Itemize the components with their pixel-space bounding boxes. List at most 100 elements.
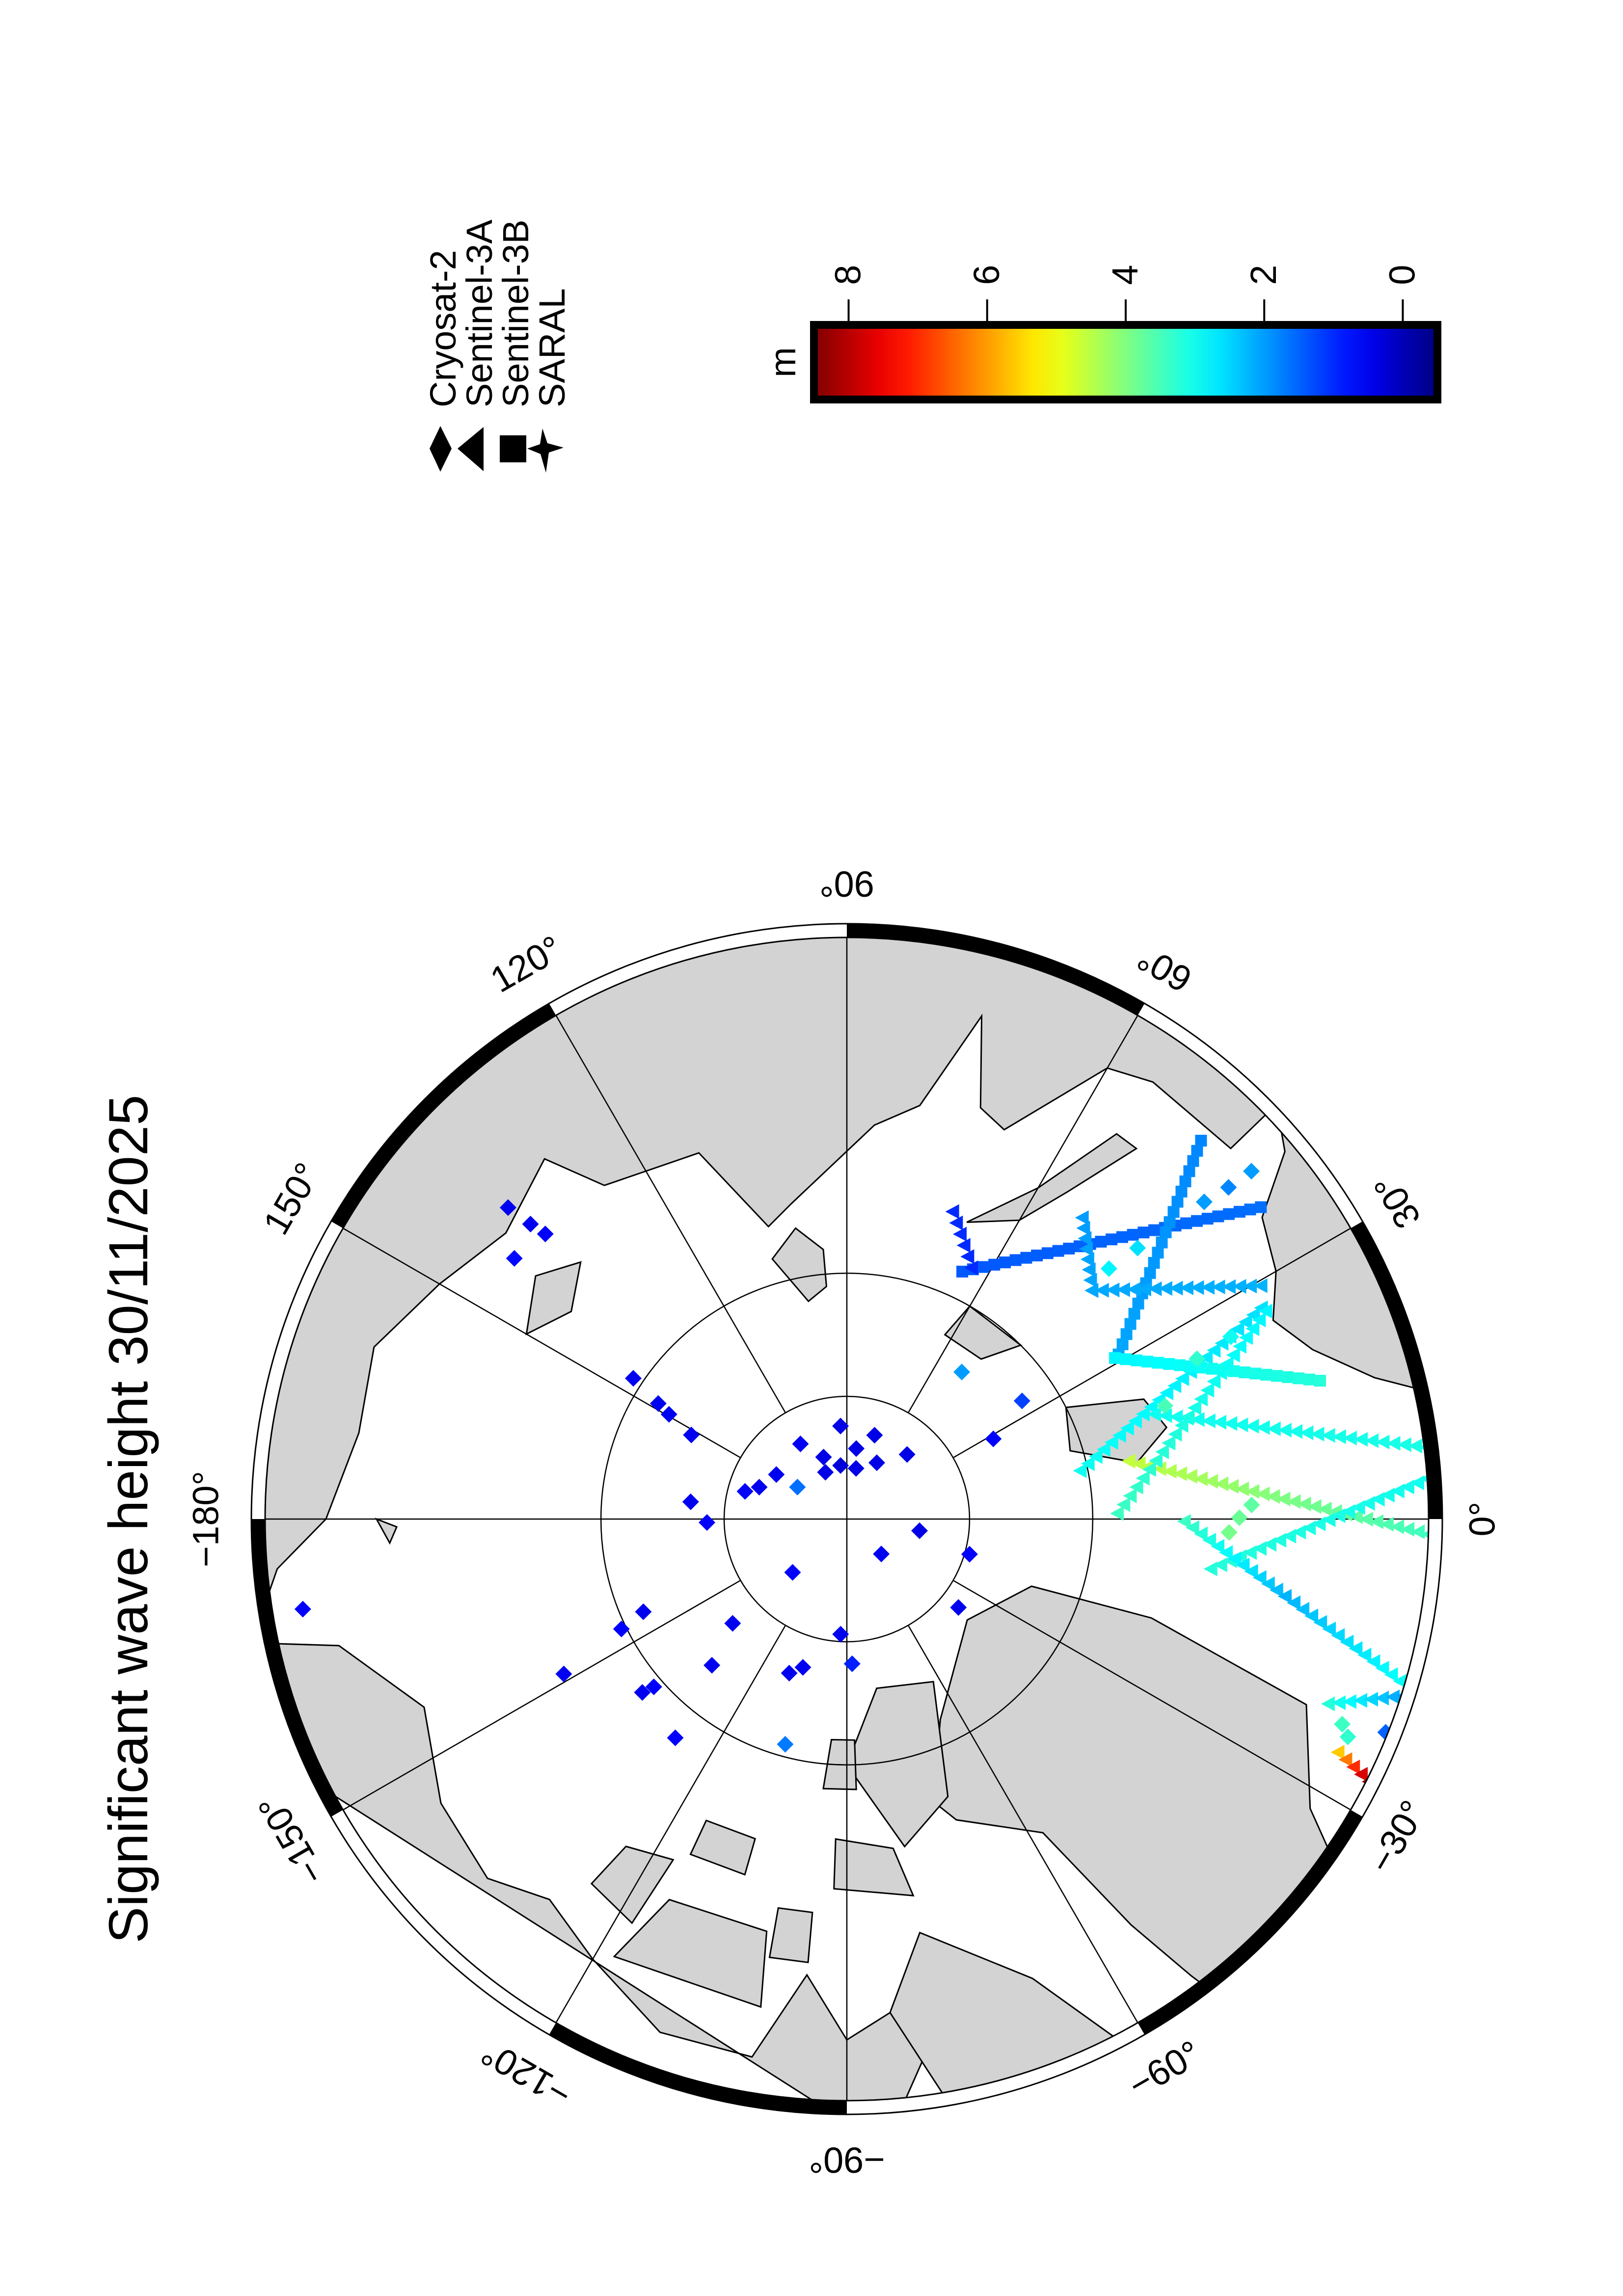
triangle-track-point bbox=[1174, 1418, 1189, 1433]
triangle-track-point bbox=[1380, 1488, 1395, 1503]
triangle-track-point bbox=[1142, 1462, 1156, 1477]
triangle-track-point bbox=[1193, 1526, 1208, 1542]
square-track-point bbox=[1120, 1353, 1132, 1365]
triangle-track-point bbox=[1289, 1424, 1303, 1439]
cryosat-point bbox=[1220, 1524, 1238, 1541]
cryosat-point bbox=[736, 1483, 754, 1500]
square-track-point bbox=[1148, 1256, 1160, 1269]
triangle-track-point bbox=[1331, 1508, 1346, 1523]
cryosat-point bbox=[506, 1250, 523, 1267]
triangle-track-point bbox=[1299, 1425, 1314, 1441]
triangle-track-point bbox=[1211, 1280, 1225, 1295]
triangle-track-point bbox=[1397, 1437, 1411, 1452]
square-track-point bbox=[1175, 1185, 1188, 1198]
triangle-track-point bbox=[1181, 1409, 1195, 1424]
triangle-track-point bbox=[1121, 1454, 1136, 1469]
triangle-track-point bbox=[1152, 1461, 1166, 1476]
cryosat-point bbox=[953, 1363, 971, 1381]
triangle-track-point bbox=[1369, 1514, 1383, 1529]
triangle-track-point bbox=[1321, 1696, 1335, 1711]
square-track-point bbox=[1128, 1308, 1140, 1320]
cryosat-point bbox=[777, 1735, 794, 1753]
cryosat-point bbox=[1231, 1509, 1248, 1526]
triangle-track-point bbox=[1338, 1752, 1352, 1767]
triangle-track-point bbox=[1225, 1479, 1239, 1494]
triangle-track-point bbox=[1390, 1519, 1405, 1534]
triangle-track-point bbox=[1354, 1767, 1368, 1782]
cryosat-point bbox=[645, 1678, 662, 1695]
legend-diamond-icon bbox=[430, 426, 452, 472]
meridian-label: 120° bbox=[484, 928, 569, 1000]
triangle-track-point bbox=[1393, 1674, 1407, 1689]
land-melville-island bbox=[689, 1819, 757, 1876]
triangle-track-point bbox=[956, 1238, 971, 1253]
cryosat-point bbox=[1339, 1728, 1356, 1745]
triangle-track-point bbox=[1160, 1385, 1174, 1400]
meridian-label: −90° bbox=[809, 2139, 885, 2180]
meridian-label: −30° bbox=[1360, 1793, 1434, 1880]
triangle-track-point bbox=[1390, 1483, 1405, 1498]
triangle-track-point bbox=[1252, 1312, 1266, 1328]
polar-map: 0° 30° 60° 90° 120° 150° −180° −150° −120° −90° −6… bbox=[186, 863, 1503, 2180]
triangle-track-point bbox=[1226, 1347, 1240, 1362]
triangle-track-point bbox=[1318, 1501, 1332, 1517]
triangle-track-point bbox=[1401, 1522, 1415, 1537]
meridian-label: −60° bbox=[1121, 2032, 1208, 2106]
square-track-point bbox=[1137, 1227, 1150, 1239]
meridian-label: −150° bbox=[250, 1788, 333, 1891]
square-track-point bbox=[1163, 1358, 1175, 1370]
triangle-track-point bbox=[1136, 1407, 1150, 1422]
square-track-point bbox=[1120, 1328, 1133, 1340]
triangle-track-point bbox=[949, 1215, 963, 1230]
meridian-line bbox=[952, 1228, 1351, 1459]
triangle-track-point bbox=[1410, 1475, 1424, 1491]
cryosat-point bbox=[1220, 1179, 1237, 1196]
frame-segment bbox=[846, 924, 1145, 1015]
meridian-line bbox=[343, 1228, 741, 1459]
triangle-track-point bbox=[1239, 1330, 1253, 1345]
meridian-line bbox=[343, 1579, 741, 1811]
colorbar-tick-label: 0 bbox=[1381, 265, 1422, 285]
cryosat-point bbox=[873, 1546, 890, 1563]
square-track-point bbox=[1223, 1208, 1235, 1220]
triangle-track-point bbox=[1384, 1667, 1398, 1682]
triangle-track-point bbox=[1310, 1426, 1325, 1442]
triangle-track-point bbox=[1173, 1466, 1187, 1481]
triangle-track-point bbox=[1359, 1512, 1373, 1527]
square-track-point bbox=[1255, 1201, 1267, 1213]
triangle-track-point bbox=[1193, 1471, 1208, 1487]
triangle-track-point bbox=[1081, 1456, 1095, 1471]
square-track-point bbox=[1031, 1250, 1043, 1262]
triangle-track-point bbox=[1082, 1262, 1096, 1278]
triangle-track-point bbox=[1167, 1378, 1182, 1393]
meridian-label: 0° bbox=[1462, 1502, 1503, 1537]
cryosat-point bbox=[961, 1546, 978, 1563]
triangle-track-point bbox=[1158, 1281, 1172, 1296]
square-track-point bbox=[1167, 1206, 1180, 1218]
triangle-track-point bbox=[1408, 1439, 1422, 1454]
cryosat-point bbox=[1243, 1496, 1260, 1514]
triangle-track-point bbox=[1235, 1481, 1249, 1496]
cryosat-point bbox=[768, 1466, 785, 1483]
triangle-track-point bbox=[1272, 1533, 1287, 1548]
square-track-point bbox=[1020, 1252, 1032, 1264]
land-ellesmere-island bbox=[846, 1681, 949, 1848]
legend-label-sentinel-3b: Sentinel-3B bbox=[495, 219, 536, 407]
triangle-track-point bbox=[1200, 1383, 1215, 1398]
triangle-track-point bbox=[1073, 1463, 1087, 1478]
triangle-track-point bbox=[1263, 1537, 1277, 1552]
frame-segment bbox=[1137, 1810, 1363, 2035]
square-track-point bbox=[1195, 1135, 1207, 1147]
triangle-track-point bbox=[1302, 1521, 1316, 1536]
triangle-track-point bbox=[1222, 1279, 1236, 1294]
meridian-label: 90° bbox=[819, 863, 874, 904]
colorbar: m 0 2 4 6 8 bbox=[762, 265, 1441, 403]
triangle-track-point bbox=[1080, 1252, 1094, 1267]
triangle-track-point bbox=[1292, 1524, 1306, 1540]
triangle-track-point bbox=[1253, 1278, 1268, 1293]
square-track-point bbox=[1303, 1373, 1315, 1386]
square-track-point bbox=[1179, 1175, 1191, 1188]
square-track-point bbox=[1116, 1231, 1128, 1243]
triangle-track-point bbox=[1155, 1444, 1169, 1460]
triangle-track-point bbox=[1243, 1279, 1257, 1294]
